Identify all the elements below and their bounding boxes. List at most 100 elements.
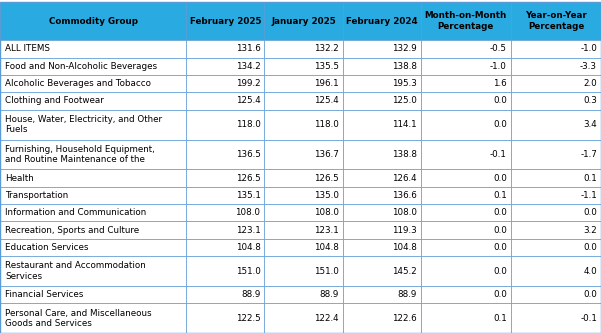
Bar (421, 58, 511, 75)
Bar (264, 256, 343, 286)
Bar (421, 239, 511, 256)
Text: 151.0: 151.0 (314, 266, 338, 276)
Text: Furnishing, Household Equipment,
and Routine Maintenance of the: Furnishing, Household Equipment, and Rou… (5, 145, 154, 164)
Text: 123.1: 123.1 (236, 225, 260, 235)
Text: 138.8: 138.8 (392, 62, 416, 71)
Text: 122.6: 122.6 (392, 314, 416, 323)
Bar (343, 286, 421, 303)
Text: 122.4: 122.4 (314, 314, 338, 323)
Text: 118.0: 118.0 (314, 120, 338, 129)
Bar (511, 187, 601, 204)
Text: 0.1: 0.1 (493, 314, 507, 323)
Text: 125.4: 125.4 (314, 96, 338, 106)
Bar (421, 303, 511, 333)
Bar (264, 204, 343, 221)
Text: 135.1: 135.1 (236, 191, 260, 200)
Bar (186, 2, 264, 40)
Text: 118.0: 118.0 (236, 120, 260, 129)
Bar (186, 140, 264, 169)
Text: 125.4: 125.4 (236, 96, 260, 106)
Bar (0, 169, 186, 187)
Text: House, Water, Electricity, and Other
Fuels: House, Water, Electricity, and Other Fue… (5, 115, 162, 134)
Bar (186, 221, 264, 239)
Text: Restaurant and Accommodation
Services: Restaurant and Accommodation Services (5, 261, 146, 281)
Bar (421, 40, 511, 58)
Bar (186, 256, 264, 286)
Text: Health: Health (5, 173, 34, 183)
Text: 126.5: 126.5 (236, 173, 260, 183)
Text: 125.0: 125.0 (392, 96, 416, 106)
Text: 196.1: 196.1 (314, 79, 338, 88)
Bar (511, 110, 601, 140)
Text: 126.4: 126.4 (392, 173, 416, 183)
Text: 108.0: 108.0 (314, 208, 338, 217)
Text: 135.0: 135.0 (314, 191, 338, 200)
Text: 0.0: 0.0 (583, 290, 597, 299)
Text: ALL ITEMS: ALL ITEMS (5, 44, 50, 54)
Text: January 2025: January 2025 (271, 17, 336, 26)
Bar (343, 110, 421, 140)
Bar (343, 92, 421, 110)
Text: Personal Care, and Miscellaneous
Goods and Services: Personal Care, and Miscellaneous Goods a… (5, 309, 151, 328)
Text: 3.4: 3.4 (583, 120, 597, 129)
Bar (511, 169, 601, 187)
Bar (343, 256, 421, 286)
Text: Information and Communication: Information and Communication (5, 208, 146, 217)
Text: Alcoholic Beverages and Tobacco: Alcoholic Beverages and Tobacco (5, 79, 151, 88)
Bar (511, 75, 601, 92)
Text: Food and Non-Alcoholic Beverages: Food and Non-Alcoholic Beverages (5, 62, 157, 71)
Bar (264, 110, 343, 140)
Text: 4.0: 4.0 (583, 266, 597, 276)
Text: Recreation, Sports and Culture: Recreation, Sports and Culture (5, 225, 139, 235)
Bar (343, 169, 421, 187)
Bar (343, 40, 421, 58)
Text: Commodity Group: Commodity Group (49, 17, 138, 26)
Text: 0.3: 0.3 (583, 96, 597, 106)
Text: 136.5: 136.5 (236, 150, 260, 159)
Bar (421, 221, 511, 239)
Text: 0.0: 0.0 (583, 208, 597, 217)
Bar (264, 58, 343, 75)
Bar (0, 140, 186, 169)
Bar (511, 92, 601, 110)
Bar (264, 169, 343, 187)
Text: 0.0: 0.0 (493, 173, 507, 183)
Bar (421, 256, 511, 286)
Bar (511, 239, 601, 256)
Text: 108.0: 108.0 (236, 208, 260, 217)
Text: 199.2: 199.2 (236, 79, 260, 88)
Text: 88.9: 88.9 (241, 290, 260, 299)
Bar (186, 239, 264, 256)
Bar (511, 221, 601, 239)
Text: 0.0: 0.0 (583, 243, 597, 252)
Bar (343, 204, 421, 221)
Text: 0.0: 0.0 (493, 208, 507, 217)
Bar (343, 2, 421, 40)
Bar (511, 303, 601, 333)
Text: 0.1: 0.1 (493, 191, 507, 200)
Text: 0.0: 0.0 (493, 225, 507, 235)
Bar (264, 187, 343, 204)
Bar (264, 303, 343, 333)
Bar (343, 303, 421, 333)
Bar (0, 221, 186, 239)
Text: 108.0: 108.0 (392, 208, 416, 217)
Bar (0, 303, 186, 333)
Text: Financial Services: Financial Services (5, 290, 84, 299)
Bar (0, 2, 186, 40)
Text: 0.0: 0.0 (493, 96, 507, 106)
Text: 104.8: 104.8 (314, 243, 338, 252)
Text: 126.5: 126.5 (314, 173, 338, 183)
Bar (343, 187, 421, 204)
Bar (343, 239, 421, 256)
Bar (264, 286, 343, 303)
Text: 135.5: 135.5 (314, 62, 338, 71)
Text: 151.0: 151.0 (236, 266, 260, 276)
Text: February 2024: February 2024 (346, 17, 418, 26)
Text: -0.5: -0.5 (490, 44, 507, 54)
Bar (0, 239, 186, 256)
Bar (264, 239, 343, 256)
Text: Year-on-Year
Percentage: Year-on-Year Percentage (525, 11, 587, 31)
Bar (421, 2, 511, 40)
Bar (511, 58, 601, 75)
